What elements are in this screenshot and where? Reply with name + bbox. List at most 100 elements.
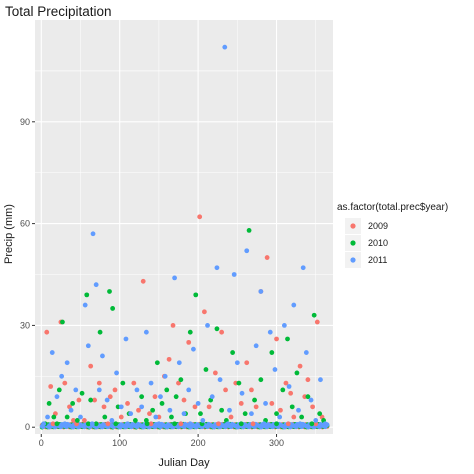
data-point xyxy=(281,323,287,328)
data-point xyxy=(278,407,283,413)
data-point xyxy=(148,380,154,386)
data-point xyxy=(136,407,141,413)
legend-marker xyxy=(350,223,356,229)
data-point xyxy=(314,319,320,325)
x-tick-label: 300 xyxy=(269,438,284,448)
data-point xyxy=(97,329,103,335)
data-point xyxy=(107,289,112,294)
data-point xyxy=(93,421,99,427)
data-point xyxy=(59,373,65,379)
data-point xyxy=(187,421,193,427)
data-point xyxy=(291,302,297,308)
data-point xyxy=(147,411,152,417)
data-point xyxy=(296,407,301,413)
data-point xyxy=(201,309,207,315)
data-point xyxy=(152,394,158,400)
y-axis-ticks: 0 30 60 90 xyxy=(20,117,35,432)
data-point xyxy=(172,275,177,281)
data-point xyxy=(110,306,116,311)
data-point xyxy=(313,421,319,427)
y-axis-label: Precip (mm) xyxy=(3,204,15,264)
data-point xyxy=(150,407,156,413)
data-point xyxy=(205,323,210,328)
data-point xyxy=(105,421,111,427)
data-point xyxy=(317,411,323,417)
data-point xyxy=(56,387,62,393)
data-point xyxy=(68,407,74,413)
data-point xyxy=(217,377,223,383)
data-point xyxy=(101,404,107,410)
data-point xyxy=(154,360,160,366)
data-point xyxy=(269,401,275,406)
data-point xyxy=(139,394,145,400)
data-point xyxy=(222,44,228,50)
data-point xyxy=(214,265,220,271)
data-point xyxy=(156,421,162,427)
data-point xyxy=(143,329,149,335)
data-point xyxy=(166,356,172,362)
data-point xyxy=(46,401,52,406)
data-point xyxy=(269,350,275,355)
data-point xyxy=(90,231,96,237)
data-point xyxy=(214,326,220,332)
data-point xyxy=(167,407,173,413)
legend: as.factor(total.prec$year) 2009 2010 2011 xyxy=(337,202,448,268)
data-point xyxy=(78,414,83,420)
data-point xyxy=(62,380,68,386)
data-point xyxy=(74,418,80,423)
data-point xyxy=(170,323,176,328)
data-point xyxy=(70,401,76,406)
legend-label: 2010 xyxy=(368,238,388,248)
data-point xyxy=(187,329,193,335)
data-point xyxy=(107,394,113,400)
data-point xyxy=(236,380,242,386)
data-point xyxy=(308,397,314,403)
data-point xyxy=(197,214,203,220)
data-point xyxy=(216,421,221,427)
chart-title: Total Precipitation xyxy=(5,4,112,19)
x-tick-label: 200 xyxy=(191,438,206,448)
data-point xyxy=(64,360,70,366)
data-point xyxy=(234,360,240,366)
data-point xyxy=(286,384,292,389)
data-point xyxy=(173,394,179,400)
data-point xyxy=(54,421,60,427)
data-point xyxy=(118,404,124,410)
data-point xyxy=(219,407,225,413)
data-point xyxy=(244,360,250,366)
data-point xyxy=(132,418,138,423)
data-point xyxy=(203,367,209,372)
data-point xyxy=(176,380,181,386)
data-point xyxy=(305,377,311,383)
y-tick-label: 30 xyxy=(20,320,30,330)
data-point xyxy=(144,421,150,427)
data-point xyxy=(85,343,91,349)
data-point xyxy=(212,370,218,376)
data-point xyxy=(186,387,192,393)
data-point xyxy=(79,390,85,396)
data-point xyxy=(195,401,201,406)
data-point xyxy=(100,353,105,359)
data-point xyxy=(300,265,306,271)
data-point xyxy=(249,387,254,393)
data-point xyxy=(267,329,273,335)
data-point xyxy=(299,414,305,420)
data-point xyxy=(181,411,187,417)
legend-marker xyxy=(350,240,356,246)
data-point xyxy=(76,397,82,403)
data-point xyxy=(93,282,99,288)
data-point xyxy=(125,421,130,427)
y-tick-label: 90 xyxy=(20,117,30,127)
data-point xyxy=(280,387,286,393)
data-point xyxy=(62,421,68,427)
data-point xyxy=(60,319,65,325)
data-point xyxy=(261,421,267,427)
data-point xyxy=(96,380,102,386)
data-point xyxy=(44,329,50,335)
data-point xyxy=(88,397,94,403)
data-point xyxy=(176,360,182,366)
data-point xyxy=(297,363,303,369)
data-point xyxy=(51,414,57,420)
data-point xyxy=(193,292,199,298)
data-point xyxy=(162,373,168,379)
